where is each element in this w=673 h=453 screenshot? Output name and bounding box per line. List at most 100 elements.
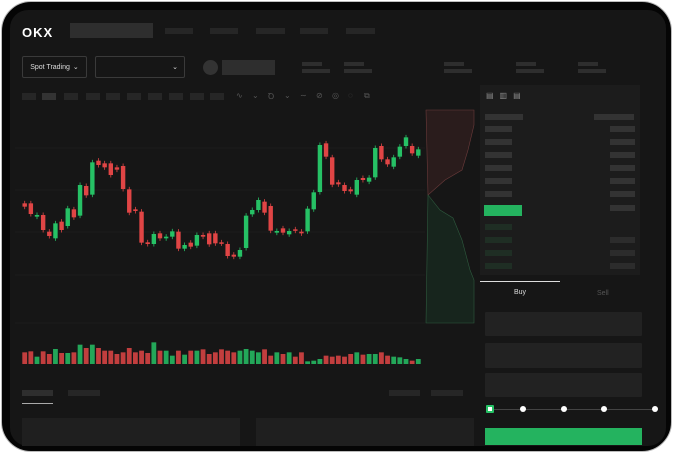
volume-bar: [243, 349, 249, 364]
volume-bar: [83, 348, 89, 364]
candle-body: [127, 189, 132, 213]
candle-body: [373, 148, 378, 178]
drawing-tool-icon[interactable]: ∼: [300, 91, 307, 100]
volume-bar: [311, 360, 317, 364]
timeframe-button[interactable]: [64, 93, 78, 100]
slider-step[interactable]: [561, 406, 567, 412]
bid-price: [485, 224, 512, 230]
drawing-tool-icon[interactable]: Ꝺ: [268, 92, 275, 101]
timeframe-button[interactable]: [210, 93, 224, 100]
volume-bar: [188, 350, 194, 364]
volume-bar: [200, 349, 206, 364]
orderbook-view-icons[interactable]: ▤▥▤: [486, 91, 527, 100]
ask-price: [485, 178, 512, 184]
nav-item[interactable]: [300, 28, 328, 34]
total-input[interactable]: [485, 373, 642, 397]
ask-size: [610, 126, 635, 132]
volume-bar: [274, 352, 280, 364]
volume-bar: [335, 355, 341, 364]
bid-size: [610, 263, 635, 269]
pair-name: [222, 60, 275, 75]
volume-bar: [397, 357, 403, 364]
timeframe-button[interactable]: [42, 93, 56, 100]
ask-size: [610, 205, 635, 211]
volume-bar: [151, 342, 157, 364]
candle-body: [225, 244, 230, 256]
amount-input[interactable]: [485, 343, 642, 368]
drawing-tool-icon[interactable]: ⧉: [364, 91, 370, 100]
volume-bar: [262, 349, 267, 364]
buy-button[interactable]: [485, 428, 642, 445]
drawing-tool-icon[interactable]: ◌: [348, 91, 353, 100]
buy-tab[interactable]: Buy: [514, 289, 527, 296]
filter-button[interactable]: [431, 390, 463, 396]
okx-logo: OKX: [22, 25, 54, 40]
volume-bar: [77, 344, 83, 364]
candle-body: [170, 231, 175, 237]
sell-tab[interactable]: Sell: [597, 290, 609, 297]
order-card: [256, 418, 474, 446]
candle-body: [157, 233, 163, 239]
timeframe-button[interactable]: [86, 93, 100, 100]
volume-bar: [89, 344, 95, 364]
nav-item[interactable]: [165, 28, 193, 34]
candle-body: [256, 200, 261, 210]
slider-step[interactable]: [601, 406, 607, 412]
volume-bar: [176, 350, 181, 364]
volume-bar: [237, 350, 243, 364]
spot-trading-dropdown[interactable]: Spot Trading ⌄: [22, 56, 87, 78]
ask-price: [485, 139, 512, 145]
drawing-tool-icon[interactable]: ⌄: [252, 91, 259, 100]
candle-body: [53, 223, 58, 239]
drawing-tool-icon[interactable]: ◎: [332, 91, 339, 100]
candle-body: [40, 215, 46, 230]
price-input[interactable]: [485, 312, 642, 336]
candle-body: [299, 231, 304, 234]
volume-bar: [102, 350, 108, 364]
search-bar[interactable]: [70, 23, 153, 38]
candle-body: [71, 209, 77, 218]
candle-body: [262, 201, 267, 213]
slider-handle[interactable]: [486, 405, 494, 413]
candle-body: [385, 159, 390, 165]
filter-button[interactable]: [389, 390, 420, 396]
drawing-tool-icon[interactable]: ∿: [236, 91, 243, 100]
volume-bar: [280, 354, 286, 364]
candle-body: [133, 209, 138, 211]
timeframe-button[interactable]: [127, 93, 141, 100]
stat-value: [578, 69, 606, 73]
volume-bar: [379, 352, 384, 364]
timeframe-button[interactable]: [106, 93, 120, 100]
tab-open-orders[interactable]: [22, 390, 53, 396]
volume-bar: [323, 355, 329, 364]
volume-bar: [372, 354, 378, 364]
drawing-tool-icon[interactable]: ⊘: [316, 91, 323, 100]
candle-body: [268, 206, 273, 231]
nav-item[interactable]: [256, 28, 285, 34]
pair-dropdown[interactable]: ⌄: [95, 56, 185, 78]
ask-price: [485, 165, 512, 171]
tab-history[interactable]: [68, 390, 100, 396]
timeframe-button[interactable]: [169, 93, 183, 100]
candle-body: [293, 229, 298, 231]
ask-price: [485, 152, 512, 158]
depth-bids: [425, 194, 475, 324]
timeframe-button[interactable]: [148, 93, 162, 100]
volume-bar: [360, 354, 366, 364]
candle-body: [114, 167, 120, 170]
slider-step[interactable]: [652, 406, 658, 412]
volume-bar: [403, 359, 409, 364]
candle-body: [188, 242, 193, 247]
candle-body: [194, 235, 200, 246]
nav-item[interactable]: [346, 28, 375, 34]
drawing-tool-icon[interactable]: ⌄: [284, 91, 291, 100]
timeframe-button[interactable]: [22, 93, 36, 100]
volume-bar: [409, 360, 415, 364]
slider-step[interactable]: [520, 406, 526, 412]
coin-icon: [203, 60, 218, 75]
nav-item[interactable]: [210, 28, 238, 34]
amount-slider[interactable]: [490, 409, 655, 410]
volume-bar: [163, 350, 169, 364]
timeframe-button[interactable]: [190, 93, 204, 100]
